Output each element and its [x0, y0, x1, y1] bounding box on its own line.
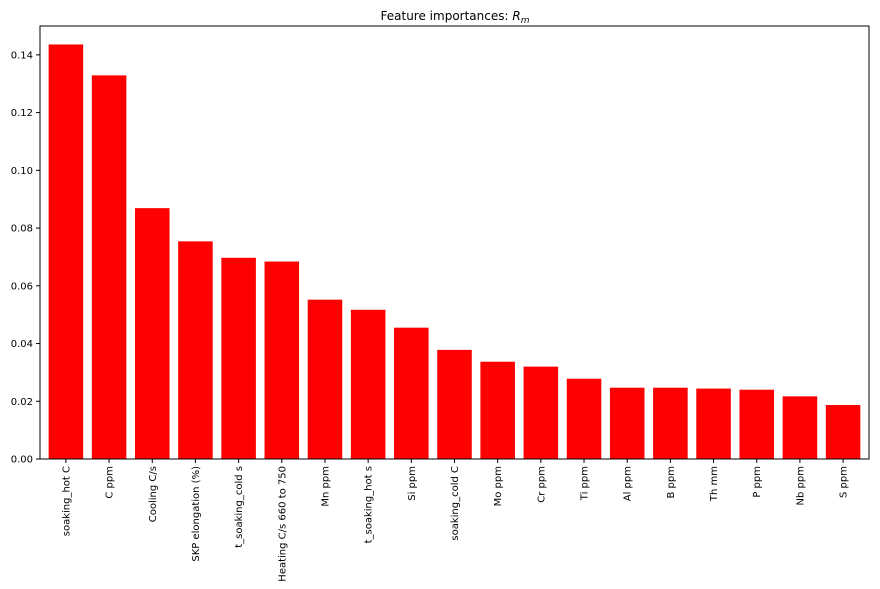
bar-10 [480, 361, 515, 459]
x-tick-label-16: P ppm [752, 466, 763, 498]
x-tick-label-15: Th mm [709, 466, 720, 502]
chart-title-math: R [512, 9, 520, 23]
x-tick-label-14: B ppm [666, 466, 677, 498]
y-tick-label-1: 0.02 [11, 397, 33, 408]
x-tick-label-2: Cooling C/s [148, 466, 159, 522]
x-tick-label-12: Ti ppm [580, 466, 591, 501]
bar-16 [739, 389, 775, 459]
bar-6 [307, 299, 343, 459]
bar-13 [609, 387, 645, 459]
y-tick-label-4: 0.08 [11, 224, 33, 235]
bar-2 [134, 208, 170, 459]
bar-14 [653, 387, 688, 459]
bar-8 [394, 327, 429, 459]
y-tick-label-7: 0.14 [11, 50, 33, 61]
x-tick-label-11: Cr ppm [536, 466, 547, 503]
x-axis: soaking_hot C C ppm Cooling C/s SKP elongat… [61, 459, 850, 582]
x-tick-label-1: C ppm [105, 466, 116, 499]
bar-11 [523, 366, 559, 459]
x-tick-label-0: soaking_hot C [61, 466, 72, 536]
y-tick-label-5: 0.10 [11, 166, 33, 177]
x-tick-label-10: Mo ppm [493, 466, 504, 506]
y-axis: 0.00 0.02 0.04 0.06 0.08 0.10 0.12 0.14 [11, 50, 40, 466]
y-tick-label-3: 0.06 [11, 281, 33, 292]
x-tick-label-5: Heating C/s 660 to 750 [277, 466, 288, 582]
bar-7 [350, 309, 386, 459]
bar-0 [48, 44, 84, 459]
y-tick-label-2: 0.04 [11, 339, 33, 350]
bar-18 [825, 405, 861, 459]
x-tick-label-4: t_soaking_cold s [234, 466, 245, 548]
bar-12 [566, 378, 602, 459]
bar-3 [178, 241, 213, 459]
x-tick-label-3: SKP elongation (%) [191, 466, 202, 562]
bar-9 [437, 349, 472, 459]
chart-title-math-sub: m [521, 16, 530, 26]
x-tick-label-18: S ppm [839, 466, 850, 498]
y-tick-label-6: 0.12 [11, 108, 33, 119]
y-tick-label-0: 0.00 [11, 455, 33, 466]
bar-5 [264, 261, 300, 459]
chart-title-text: Feature importances: [381, 9, 513, 23]
x-tick-label-13: Al ppm [623, 466, 634, 501]
x-tick-label-7: t_soaking_hot s [364, 466, 375, 543]
chart-title: Feature importances: Rm [381, 9, 530, 26]
x-tick-label-8: Si ppm [407, 466, 418, 501]
bar-15 [696, 388, 731, 459]
x-tick-label-6: Mn ppm [320, 466, 331, 507]
bars-layer [48, 44, 861, 460]
axes-frame [39, 25, 870, 460]
bar-1 [91, 75, 127, 460]
x-tick-label-9: soaking_cold C [450, 466, 461, 541]
x-tick-label-17: Nb ppm [795, 466, 806, 505]
bar-4 [221, 257, 256, 459]
bar-17 [782, 396, 818, 459]
